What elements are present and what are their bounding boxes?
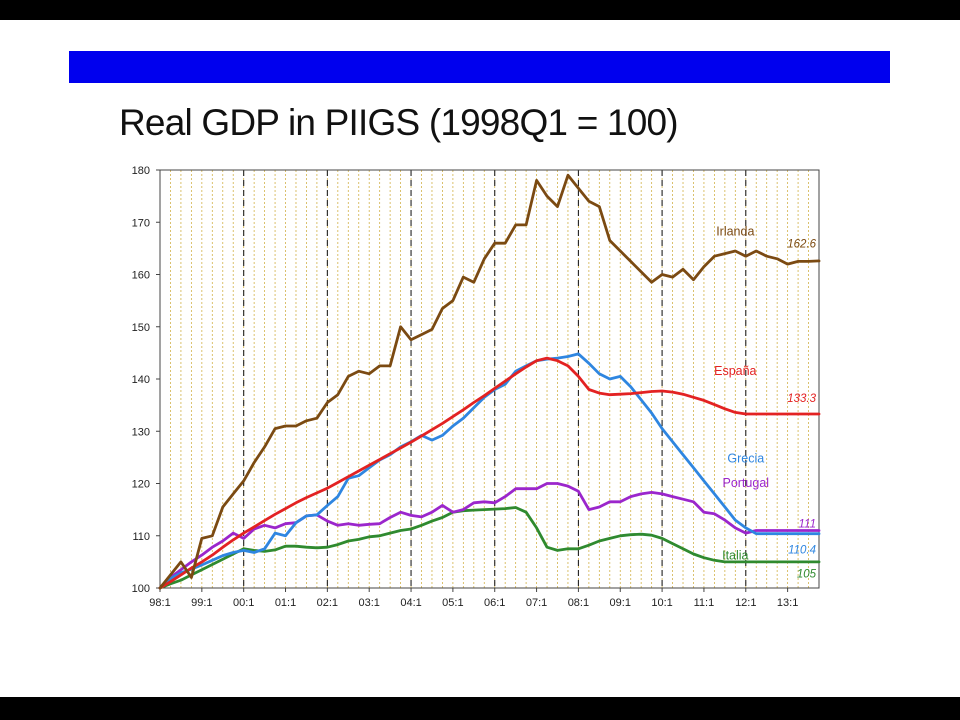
series-line-italia — [158, 506, 821, 590]
minor-gridlines — [170, 170, 809, 588]
series-label: Irlanda — [716, 224, 754, 238]
series-labels: Irlanda 162.6 España 133.3 Grecia 110.4 Portug… — [714, 224, 816, 580]
slide-title: Real GDP in PIIGS (1998Q1 = 100) — [119, 102, 679, 143]
x-tick-label: 12:1 — [735, 597, 756, 609]
x-axis: 98:1 99:1 00:1 01:1 02:1 03:1 04:1 05:1 06:1 07:1… — [149, 588, 798, 609]
x-tick-label: 04:1 — [400, 597, 421, 609]
x-tick-label: 08:1 — [568, 597, 589, 609]
x-tick-label: 00:1 — [233, 597, 254, 609]
series-end-value: 133.3 — [787, 393, 816, 405]
x-tick-label: 06:1 — [484, 597, 505, 609]
series-end-value: 111 — [799, 518, 816, 530]
series-end-value: 105 — [797, 569, 817, 581]
x-tick-label: 11:1 — [694, 597, 715, 609]
x-tick-label: 07:1 — [526, 597, 547, 609]
series-end-value: 110.4 — [788, 545, 816, 557]
x-tick-label: 10:1 — [651, 597, 672, 609]
x-tick-label: 05:1 — [442, 597, 463, 609]
series-label: Grecia — [727, 452, 764, 466]
x-tick-label: 03:1 — [358, 597, 379, 609]
x-tick-label: 01:1 — [275, 597, 296, 609]
x-tick-label: 09:1 — [610, 597, 631, 609]
y-tick-label: 100 — [132, 583, 150, 595]
y-tick-label: 150 — [132, 322, 150, 334]
series-line-grecia — [158, 352, 821, 590]
y-tick-label: 140 — [132, 374, 150, 386]
slide: Real GDP in PIIGS (1998Q1 = 100) 100 110 1… — [0, 20, 960, 697]
y-tick-label: 130 — [132, 426, 150, 438]
series-label: Portugal — [722, 476, 769, 490]
x-tick-label: 02:1 — [317, 597, 338, 609]
series-line-portugal — [158, 482, 821, 590]
series-lines — [158, 173, 821, 590]
series-label: Italia — [722, 548, 748, 562]
y-axis: 100 110 120 130 140 150 160 170 180 — [132, 165, 160, 595]
series-line-irlanda — [158, 173, 821, 590]
x-tick-label: 13:1 — [777, 597, 798, 609]
y-tick-label: 110 — [132, 531, 150, 543]
y-tick-label: 170 — [132, 217, 150, 229]
y-tick-label: 180 — [132, 165, 150, 177]
series-label: España — [714, 364, 756, 378]
y-tick-label: 160 — [132, 270, 150, 282]
header-bar — [69, 51, 890, 83]
series-line-espana — [158, 356, 821, 590]
x-tick-label: 98:1 — [149, 597, 170, 609]
line-chart: 100 110 120 130 140 150 160 170 180 98:1 99:1 00:1… — [132, 165, 821, 609]
x-tick-label: 99:1 — [191, 597, 212, 609]
series-end-value: 162.6 — [787, 238, 816, 250]
y-tick-label: 120 — [132, 479, 150, 491]
